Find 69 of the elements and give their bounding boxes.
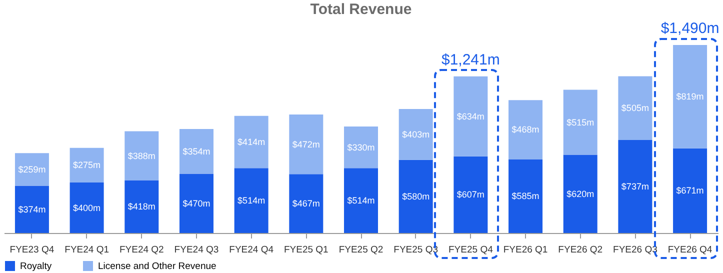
x-tick-label: FYE26 Q1 bbox=[503, 244, 548, 256]
data-label: $354m bbox=[182, 146, 210, 156]
data-label: $468m bbox=[512, 124, 540, 135]
bar bbox=[179, 174, 214, 233]
bar bbox=[673, 148, 708, 233]
x-tick-label: FYE26 Q4 bbox=[668, 244, 712, 256]
data-label: $585m bbox=[512, 191, 540, 202]
bar bbox=[14, 153, 49, 186]
data-label: $470m bbox=[182, 198, 210, 208]
x-tick-label: FYE25 Q1 bbox=[284, 244, 328, 256]
x-tick-label: FYE25 Q4 bbox=[448, 244, 493, 256]
x-tick-label: FYE25 Q2 bbox=[338, 244, 384, 256]
data-label: $819m bbox=[676, 92, 704, 102]
data-label: $330m bbox=[347, 142, 375, 152]
data-label: $414m bbox=[238, 137, 266, 148]
bar bbox=[673, 45, 708, 148]
bar bbox=[70, 182, 104, 233]
x-tick-label: FYE24 Q3 bbox=[174, 244, 219, 256]
data-label: $418m bbox=[128, 202, 156, 212]
data-label: $671m bbox=[676, 186, 704, 196]
data-label: $580m bbox=[402, 191, 430, 202]
total-label: $1,241m bbox=[441, 51, 500, 68]
bar bbox=[508, 100, 543, 160]
bar bbox=[618, 140, 652, 233]
bar bbox=[508, 159, 543, 233]
data-label: $388m bbox=[128, 150, 156, 161]
bar bbox=[124, 180, 159, 233]
x-tick-label: FYE24 Q4 bbox=[229, 244, 274, 256]
x-tick-label: FYE24 Q2 bbox=[119, 244, 164, 256]
chart-title: Total Revenue bbox=[310, 1, 412, 18]
bar bbox=[124, 131, 159, 180]
bar bbox=[454, 76, 488, 156]
bar bbox=[14, 186, 49, 233]
data-label: $472m bbox=[292, 139, 320, 150]
bar bbox=[234, 116, 268, 168]
bar bbox=[234, 168, 268, 233]
bar bbox=[618, 76, 652, 140]
x-tick-label: FYE24 Q1 bbox=[64, 244, 109, 256]
data-label: $515m bbox=[566, 117, 594, 128]
bar bbox=[398, 108, 433, 160]
bar bbox=[289, 174, 324, 233]
data-label: $505m bbox=[621, 103, 649, 114]
bar bbox=[344, 168, 378, 233]
bar bbox=[179, 129, 214, 174]
data-label: $374m bbox=[18, 204, 46, 214]
data-label: $607m bbox=[456, 190, 484, 200]
x-tick-label: FYE26 Q2 bbox=[558, 244, 603, 256]
bar bbox=[563, 154, 598, 233]
data-label: $737m bbox=[621, 182, 649, 192]
data-label: $467m bbox=[292, 198, 320, 209]
data-label: $259m bbox=[18, 164, 46, 174]
data-label: $514m bbox=[238, 196, 266, 206]
bar bbox=[344, 126, 378, 168]
bar bbox=[563, 90, 598, 155]
bar bbox=[70, 148, 104, 183]
data-label: $634m bbox=[456, 111, 484, 122]
data-label: $400m bbox=[73, 202, 101, 213]
bar bbox=[398, 160, 433, 233]
legend-label: Royalty bbox=[20, 261, 52, 272]
bar bbox=[289, 114, 324, 174]
data-label: $514m bbox=[347, 196, 375, 206]
data-label: $403m bbox=[402, 129, 430, 140]
legend-label: License and Other Revenue bbox=[98, 261, 216, 272]
x-tick-label: FYE23 Q4 bbox=[10, 244, 54, 256]
data-label: $620m bbox=[566, 188, 594, 199]
data-label: $275m bbox=[73, 160, 101, 170]
total-label: $1,490m bbox=[660, 20, 720, 37]
bar bbox=[454, 156, 488, 233]
x-tick-label: FYE25 Q3 bbox=[394, 244, 438, 256]
